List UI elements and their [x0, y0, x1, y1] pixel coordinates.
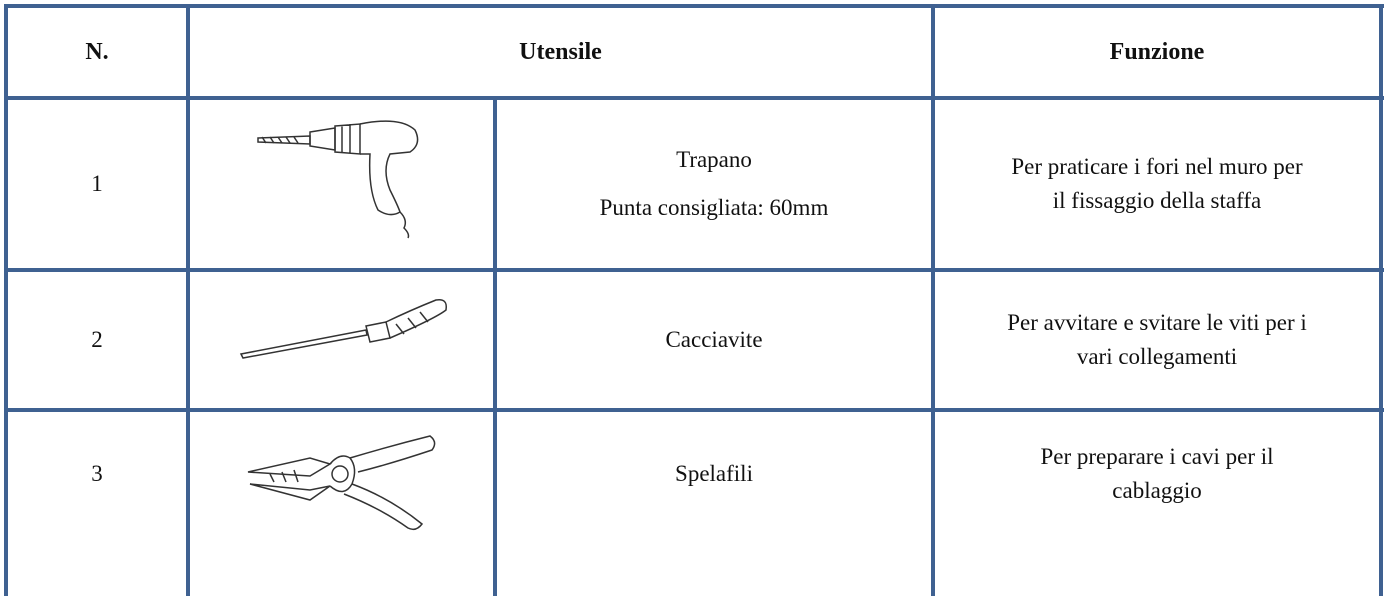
row-number: 2: [91, 327, 103, 352]
tool-line: Trapano: [676, 147, 752, 172]
drill-icon: [257, 120, 419, 239]
header-tool: Utensile: [519, 39, 602, 65]
tool-line: Spelafili: [675, 461, 753, 486]
tool-function: Per preparare i cavi per il cablaggio: [935, 412, 1379, 536]
tool-line: Punta consigliata: 60mm: [599, 195, 829, 220]
function-line: Per praticare i fori nel muro per: [1011, 154, 1303, 179]
function-line: vari collegamenti: [1076, 344, 1238, 369]
border: [931, 4, 935, 596]
border: [493, 96, 497, 596]
screwdriver-icon: [239, 298, 448, 359]
border: [4, 408, 1384, 412]
border: [186, 4, 190, 596]
tool-name: Spelafili: [497, 412, 931, 536]
function-line: il fissaggio della staffa: [1052, 188, 1262, 213]
function-line: Per avvitare e svitare le viti per i: [1007, 310, 1307, 335]
border: [4, 4, 8, 596]
header-function: Funzione: [1109, 39, 1205, 65]
tool-name: Trapano Punta consigliata: 60mm: [497, 100, 931, 268]
function-line: cablaggio: [1112, 478, 1202, 503]
function-line: Per preparare i cavi per il: [1040, 444, 1274, 469]
row-number: 3: [91, 461, 103, 486]
header-number: N.: [85, 39, 109, 65]
row-number: 1: [91, 171, 103, 196]
border: [4, 96, 1384, 100]
tool-function: Per avvitare e svitare le viti per i var…: [935, 272, 1379, 408]
tool-line: Cacciavite: [665, 327, 763, 352]
border: [4, 268, 1384, 272]
border: [1379, 4, 1383, 596]
tool-name: Cacciavite: [497, 272, 931, 408]
border: [4, 4, 1384, 8]
tool-function: Per praticare i fori nel muro per il fis…: [935, 100, 1379, 268]
wire-stripper-icon: [247, 435, 436, 531]
